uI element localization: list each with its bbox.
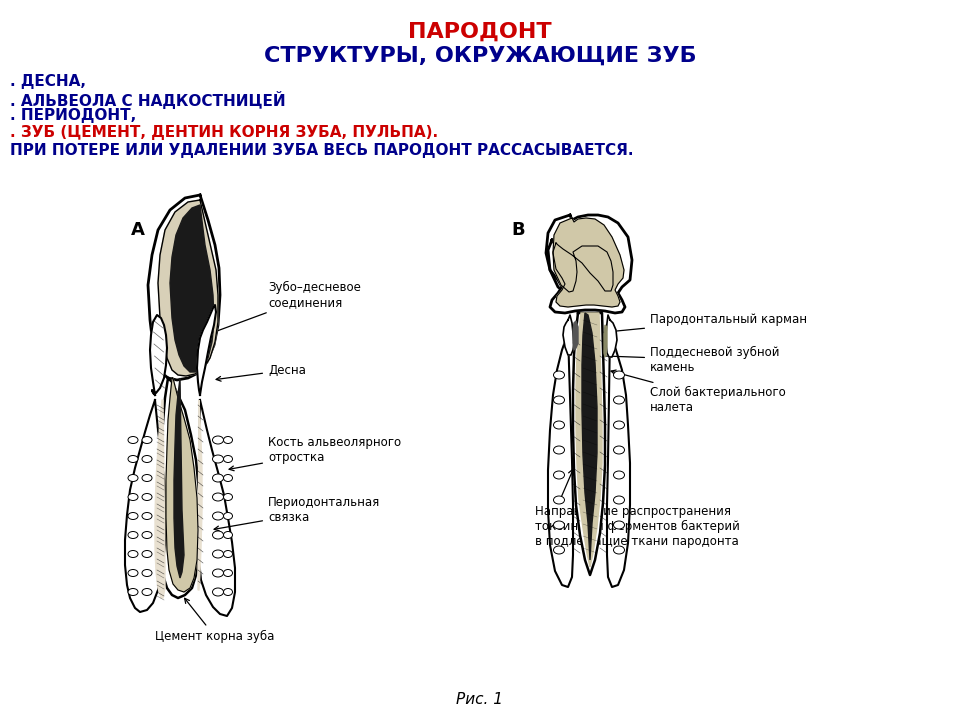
- Ellipse shape: [224, 531, 232, 539]
- Ellipse shape: [212, 436, 224, 444]
- Ellipse shape: [128, 436, 138, 444]
- Ellipse shape: [128, 474, 138, 482]
- Ellipse shape: [224, 436, 232, 444]
- Ellipse shape: [613, 446, 625, 454]
- Ellipse shape: [142, 588, 152, 595]
- Ellipse shape: [128, 456, 138, 462]
- Polygon shape: [563, 315, 574, 355]
- Ellipse shape: [554, 421, 564, 429]
- Polygon shape: [198, 400, 202, 590]
- Ellipse shape: [128, 513, 138, 520]
- Ellipse shape: [613, 546, 625, 554]
- Ellipse shape: [212, 512, 224, 520]
- Text: Десна: Десна: [216, 364, 306, 381]
- Ellipse shape: [142, 456, 152, 462]
- Ellipse shape: [212, 493, 224, 501]
- Polygon shape: [148, 195, 220, 380]
- Ellipse shape: [554, 446, 564, 454]
- Polygon shape: [166, 378, 198, 592]
- Ellipse shape: [613, 521, 625, 529]
- Ellipse shape: [554, 496, 564, 504]
- Ellipse shape: [142, 570, 152, 577]
- Polygon shape: [199, 400, 235, 616]
- Polygon shape: [606, 315, 617, 357]
- Text: СТРУКТУРЫ, ОКРУЖАЮЩИЕ ЗУБ: СТРУКТУРЫ, ОКРУЖАЮЩИЕ ЗУБ: [264, 46, 696, 66]
- Polygon shape: [197, 305, 216, 395]
- Ellipse shape: [224, 551, 232, 557]
- Polygon shape: [576, 313, 602, 567]
- Text: . ПЕРИОДОНТ,: . ПЕРИОДОНТ,: [10, 108, 136, 123]
- Text: Пародонтальный карман: Пародонтальный карман: [580, 313, 807, 336]
- Polygon shape: [150, 315, 167, 395]
- Polygon shape: [170, 205, 214, 372]
- Text: . ДЕСНА,: . ДЕСНА,: [10, 74, 86, 89]
- Text: Поддесневой зубной
камень: Поддесневой зубной камень: [581, 346, 780, 374]
- Ellipse shape: [224, 493, 232, 500]
- Polygon shape: [160, 378, 200, 598]
- Ellipse shape: [224, 513, 232, 520]
- Polygon shape: [155, 400, 165, 598]
- Ellipse shape: [212, 531, 224, 539]
- Ellipse shape: [212, 588, 224, 596]
- Ellipse shape: [224, 588, 232, 595]
- Text: Периодонтальная
связка: Периодонтальная связка: [214, 496, 380, 531]
- Polygon shape: [548, 240, 615, 295]
- Ellipse shape: [142, 474, 152, 482]
- Polygon shape: [546, 215, 632, 313]
- Ellipse shape: [554, 396, 564, 404]
- Ellipse shape: [128, 531, 138, 539]
- Ellipse shape: [142, 531, 152, 539]
- Ellipse shape: [554, 546, 564, 554]
- Ellipse shape: [613, 471, 625, 479]
- Ellipse shape: [212, 550, 224, 558]
- Polygon shape: [604, 325, 607, 357]
- Ellipse shape: [554, 521, 564, 529]
- Polygon shape: [573, 313, 605, 575]
- Polygon shape: [553, 243, 613, 292]
- Text: . АЛЬВЕОЛА С НАДКОСТНИЦЕЙ: . АЛЬВЕОЛА С НАДКОСТНИЦЕЙ: [10, 91, 286, 109]
- Polygon shape: [582, 313, 597, 560]
- Ellipse shape: [613, 396, 625, 404]
- Polygon shape: [158, 200, 218, 376]
- Ellipse shape: [613, 371, 625, 379]
- Ellipse shape: [613, 496, 625, 504]
- Text: ПАРОДОНТ: ПАРОДОНТ: [408, 22, 552, 42]
- Ellipse shape: [142, 513, 152, 520]
- Text: Рис. 1: Рис. 1: [457, 693, 503, 708]
- Text: Слой бактериального
налета: Слой бактериального налета: [611, 370, 785, 414]
- Text: Направление распространения
токсинов и ферментов бактерий
в подлежащие ткани пар: Направление распространения токсинов и ф…: [535, 505, 740, 548]
- Text: Кость альвеолярного
отростка: Кость альвеолярного отростка: [229, 436, 401, 471]
- Polygon shape: [125, 400, 166, 612]
- Ellipse shape: [142, 551, 152, 557]
- Ellipse shape: [212, 474, 224, 482]
- Ellipse shape: [212, 455, 224, 463]
- Ellipse shape: [142, 493, 152, 500]
- Polygon shape: [573, 321, 578, 350]
- Ellipse shape: [554, 471, 564, 479]
- Ellipse shape: [554, 371, 564, 379]
- Text: В: В: [511, 221, 525, 239]
- Ellipse shape: [128, 570, 138, 577]
- Ellipse shape: [224, 456, 232, 462]
- Ellipse shape: [224, 570, 232, 577]
- Text: А: А: [132, 221, 145, 239]
- Text: Цемент корна зуба: Цемент корна зуба: [156, 598, 275, 643]
- Text: ПРИ ПОТЕРЕ ИЛИ УДАЛЕНИИ ЗУБА ВЕСЬ ПАРОДОНТ РАССАСЫВАЕТСЯ.: ПРИ ПОТЕРЕ ИЛИ УДАЛЕНИИ ЗУБА ВЕСЬ ПАРОДО…: [10, 143, 634, 158]
- Ellipse shape: [142, 436, 152, 444]
- Polygon shape: [607, 333, 630, 587]
- Ellipse shape: [128, 493, 138, 500]
- Polygon shape: [174, 378, 184, 578]
- Text: . ЗУБ (ЦЕМЕНТ, ДЕНТИН КОРНЯ ЗУБА, ПУЛЬПА).: . ЗУБ (ЦЕМЕНТ, ДЕНТИН КОРНЯ ЗУБА, ПУЛЬПА…: [10, 125, 438, 140]
- Text: Зубо–десневое
соединения: Зубо–десневое соединения: [202, 281, 361, 337]
- Ellipse shape: [613, 421, 625, 429]
- Ellipse shape: [224, 474, 232, 482]
- Polygon shape: [548, 333, 573, 587]
- Polygon shape: [553, 218, 624, 307]
- Ellipse shape: [212, 569, 224, 577]
- Ellipse shape: [128, 551, 138, 557]
- Ellipse shape: [128, 588, 138, 595]
